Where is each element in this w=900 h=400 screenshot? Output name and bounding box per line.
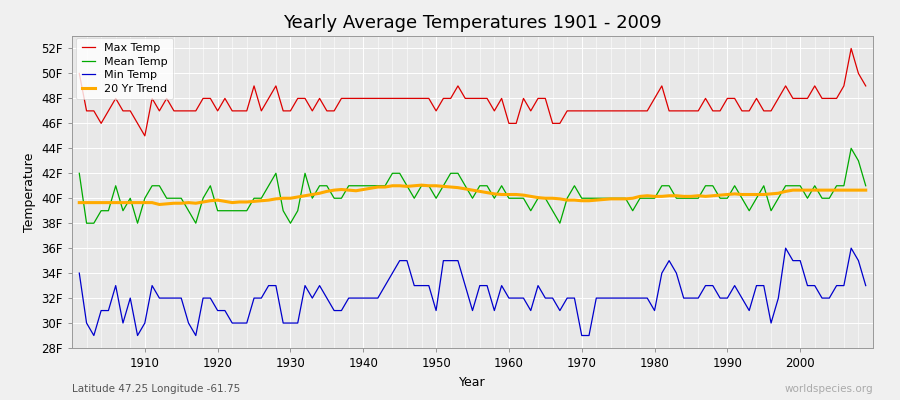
Mean Temp: [860, 183, 871, 188]
Text: Latitude 47.25 Longitude -61.75: Latitude 47.25 Longitude -61.75: [72, 384, 240, 394]
Mean Temp: [300, 171, 310, 176]
Max Temp: [503, 121, 514, 126]
20 Yr Trend: [511, 192, 522, 197]
Min Temp: [511, 296, 522, 300]
Mean Temp: [74, 171, 85, 176]
Line: 20 Yr Trend: 20 Yr Trend: [79, 185, 866, 204]
Mean Temp: [846, 146, 857, 151]
Mean Temp: [598, 196, 609, 201]
Max Temp: [74, 71, 85, 76]
Min Temp: [88, 333, 99, 338]
Max Temp: [140, 134, 150, 138]
Title: Yearly Average Temperatures 1901 - 2009: Yearly Average Temperatures 1901 - 2009: [284, 14, 662, 32]
Legend: Max Temp, Mean Temp, Min Temp, 20 Yr Trend: Max Temp, Mean Temp, Min Temp, 20 Yr Tre…: [76, 38, 173, 99]
Min Temp: [140, 321, 150, 326]
20 Yr Trend: [300, 193, 310, 198]
Min Temp: [300, 283, 310, 288]
20 Yr Trend: [518, 193, 529, 198]
Min Temp: [598, 296, 609, 300]
Max Temp: [598, 108, 609, 113]
Min Temp: [780, 246, 791, 250]
Max Temp: [860, 84, 871, 88]
Min Temp: [74, 271, 85, 276]
Text: worldspecies.org: worldspecies.org: [785, 384, 873, 394]
Min Temp: [860, 283, 871, 288]
Y-axis label: Temperature: Temperature: [22, 152, 36, 232]
20 Yr Trend: [74, 200, 85, 205]
Max Temp: [846, 46, 857, 51]
Mean Temp: [81, 221, 92, 226]
20 Yr Trend: [343, 188, 354, 192]
Mean Temp: [343, 183, 354, 188]
20 Yr Trend: [606, 196, 616, 201]
Line: Mean Temp: Mean Temp: [79, 148, 866, 223]
Max Temp: [511, 121, 522, 126]
X-axis label: Year: Year: [459, 376, 486, 388]
20 Yr Trend: [132, 200, 143, 205]
Max Temp: [343, 96, 354, 101]
20 Yr Trend: [860, 188, 871, 192]
Max Temp: [300, 96, 310, 101]
Max Temp: [132, 121, 143, 126]
Line: Max Temp: Max Temp: [79, 48, 866, 136]
Mean Temp: [140, 196, 150, 201]
Mean Temp: [511, 196, 522, 201]
Mean Temp: [503, 196, 514, 201]
Line: Min Temp: Min Temp: [79, 248, 866, 336]
20 Yr Trend: [154, 202, 165, 207]
Min Temp: [343, 296, 354, 300]
20 Yr Trend: [416, 183, 427, 188]
Min Temp: [503, 296, 514, 300]
